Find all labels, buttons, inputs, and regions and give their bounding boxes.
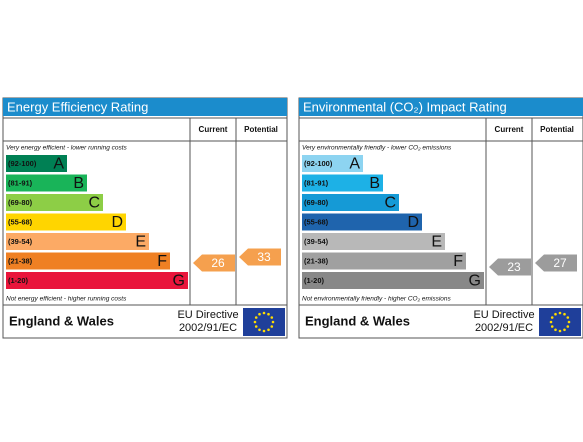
band-letter: C: [88, 195, 100, 212]
eu-star: [270, 316, 274, 319]
eu-star: [550, 316, 554, 319]
eu-star: [550, 325, 554, 328]
rating-band: [302, 174, 383, 192]
panel-border: [298, 97, 583, 339]
eu-star: [258, 312, 261, 316]
directive: EU Directive: [473, 309, 534, 321]
potential-arrow: [535, 254, 577, 272]
directive: EU Directive: [177, 309, 238, 321]
current-header: Current: [495, 125, 524, 134]
band-range: (39-54): [8, 237, 33, 246]
current-arrow: [489, 258, 531, 276]
epc-panel: Energy Efficiency Rating Current Potential…: [2, 97, 288, 339]
band-letter: C: [384, 195, 396, 212]
eu-star: [558, 329, 562, 333]
rating-band: [302, 272, 484, 289]
potential-header: Potential: [244, 125, 278, 134]
rating-band: [6, 174, 87, 192]
band-range: (39-54): [304, 237, 329, 246]
band-range: (21-38): [8, 256, 33, 265]
rating-band: [302, 155, 363, 172]
band-range: (92-100): [304, 159, 333, 168]
potential-value: 33: [257, 250, 271, 264]
top-note: Very energy efficient - lower running co…: [6, 145, 128, 152]
eu-star: [262, 329, 266, 333]
band-range: (81-91): [8, 178, 33, 187]
eu-star: [254, 316, 258, 319]
panel-title: Energy Efficiency Rating: [7, 99, 148, 114]
eu-star: [253, 320, 257, 324]
rating-band: [6, 213, 126, 231]
band-letter: G: [469, 273, 481, 290]
band-letter: A: [53, 156, 64, 173]
eu-star: [258, 328, 261, 332]
region: England & Wales: [305, 313, 410, 328]
band-range: (55-68): [304, 217, 329, 226]
band-range: (92-100): [8, 159, 37, 168]
directive-code: 2002/91/EC: [179, 322, 237, 334]
directive-code: 2002/91/EC: [475, 322, 533, 334]
eu-star: [549, 320, 553, 324]
current-header: Current: [199, 125, 228, 134]
eu-star: [254, 325, 258, 328]
band-range: (1-20): [8, 276, 29, 285]
eu-star: [270, 325, 274, 328]
band-letter: A: [349, 156, 360, 173]
band-letter: D: [111, 214, 123, 231]
potential-arrow: [239, 248, 281, 266]
band-range: (1-20): [304, 276, 325, 285]
eu-star: [566, 325, 570, 328]
eu-star: [267, 312, 270, 316]
current-value: 26: [211, 256, 225, 270]
band-range: (55-68): [8, 217, 33, 226]
eu-star: [558, 311, 562, 315]
eu-star: [567, 320, 571, 324]
eu-star: [267, 328, 270, 332]
top-note: Very environmentally friendly - lower CO…: [302, 145, 452, 152]
eu-star: [271, 320, 275, 324]
current-value: 23: [507, 260, 521, 274]
band-letter: F: [157, 253, 167, 270]
band-range: (21-38): [304, 256, 329, 265]
rating-band: [6, 272, 188, 289]
title-bar: [299, 98, 583, 116]
title-bar: [3, 98, 287, 116]
region: England & Wales: [9, 313, 114, 328]
bottom-note: Not environmentally friendly - higher CO…: [302, 296, 452, 303]
rating-band: [6, 252, 170, 270]
band-range: (81-91): [304, 178, 329, 187]
eu-star: [262, 311, 266, 315]
eu-star: [554, 328, 557, 332]
band-letter: F: [453, 253, 463, 270]
rating-band: [302, 194, 399, 211]
epc-panel: Environmental (CO₂) Impact Rating Current…: [298, 97, 583, 339]
band-letter: E: [135, 234, 146, 251]
panel-title: Environmental (CO₂) Impact Rating: [303, 99, 507, 114]
potential-header: Potential: [540, 125, 574, 134]
band-range: (69-80): [304, 198, 329, 207]
current-arrow: [193, 254, 235, 272]
band-letter: G: [173, 273, 185, 290]
rating-band: [6, 194, 103, 211]
rating-band: [6, 155, 67, 172]
rating-band: [302, 213, 422, 231]
potential-value: 27: [553, 256, 567, 270]
band-letter: E: [431, 234, 442, 251]
rating-band: [302, 233, 445, 250]
eu-star: [563, 328, 566, 332]
eu-star: [563, 312, 566, 316]
eu-star: [566, 316, 570, 319]
band-letter: B: [369, 175, 380, 192]
band-range: (69-80): [8, 198, 33, 207]
rating-band: [6, 233, 149, 250]
band-letter: D: [407, 214, 419, 231]
eu-star: [554, 312, 557, 316]
band-letter: B: [73, 175, 84, 192]
bottom-note: Not energy efficient - higher running co…: [6, 296, 127, 303]
rating-band: [302, 252, 466, 270]
